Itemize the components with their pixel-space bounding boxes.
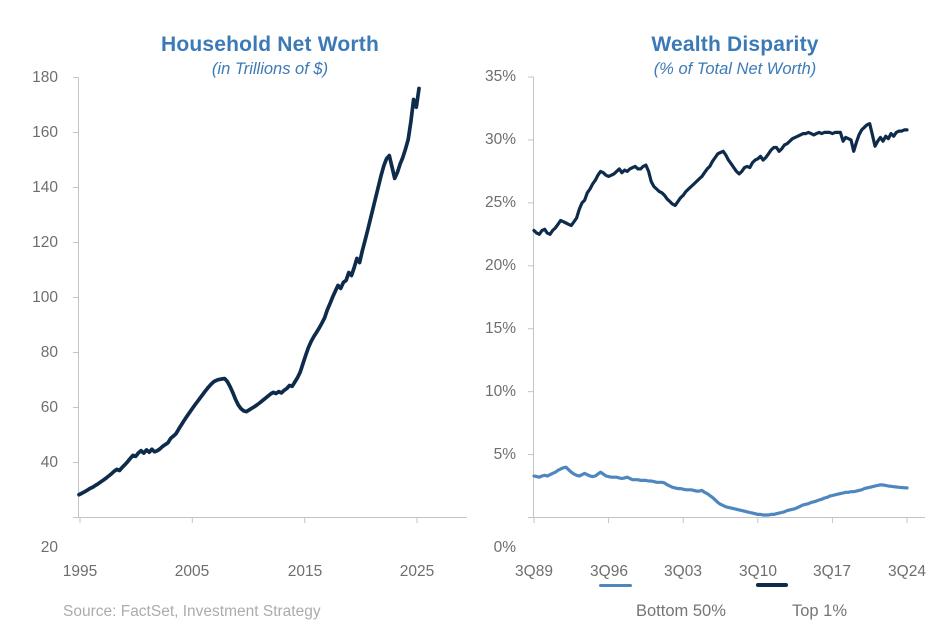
left-y-tick-label: 140 bbox=[32, 179, 58, 196]
bottom50-line bbox=[532, 465, 909, 517]
left-y-tick-label: 100 bbox=[32, 289, 58, 306]
right-x-tick-label: 3Q10 bbox=[739, 563, 777, 580]
bottom50-legend-swatch bbox=[599, 584, 632, 587]
right-y-tick-label: 0% bbox=[493, 539, 516, 556]
bottom50-legend-label: Bottom 50% bbox=[636, 602, 726, 620]
left-y-tick-label: 20 bbox=[40, 539, 58, 556]
left-y-tick-label: 160 bbox=[32, 124, 58, 141]
left-y-tick-label: 80 bbox=[40, 344, 58, 361]
right-x-tick-label: 3Q03 bbox=[664, 563, 702, 580]
right-y-tick-label: 30% bbox=[484, 131, 516, 148]
right-x-tick-label: 3Q17 bbox=[813, 563, 851, 580]
source-note: Source: FactSet, Investment Strategy bbox=[63, 603, 321, 620]
right-y-tick-label: 15% bbox=[484, 320, 516, 337]
left-y-tick-label: 60 bbox=[40, 399, 58, 416]
right-y-tick-label: 5% bbox=[493, 446, 516, 463]
left-x-tick-label: 2005 bbox=[174, 563, 210, 580]
top1-legend-swatch bbox=[756, 583, 788, 587]
top1-legend-label: Top 1% bbox=[792, 602, 848, 620]
right-y-tick-label: 20% bbox=[484, 257, 516, 274]
right-chart-subtitle: (% of Total Net Worth) bbox=[653, 60, 817, 78]
right-x-tick-label: 3Q89 bbox=[515, 563, 553, 580]
right-y-tick-label: 25% bbox=[484, 194, 516, 211]
left-x-tick-label: 2015 bbox=[287, 563, 323, 580]
left-chart-subtitle: (in Trillions of $) bbox=[211, 60, 329, 78]
left-y-tick-label: 40 bbox=[40, 454, 58, 471]
top1-line bbox=[532, 121, 909, 236]
left-x-tick-label: 1995 bbox=[62, 563, 98, 580]
right-chart-title: Wealth Disparity bbox=[651, 33, 819, 56]
left-x-tick-label: 2025 bbox=[399, 563, 435, 580]
right-x-tick-label: 3Q96 bbox=[590, 563, 628, 580]
left-chart-title: Household Net Worth bbox=[160, 33, 380, 56]
household-net-worth-line bbox=[77, 86, 421, 497]
right-y-tick-label: 10% bbox=[484, 383, 516, 400]
left-y-tick-label: 120 bbox=[32, 234, 58, 251]
right-x-tick-label: 3Q24 bbox=[888, 563, 926, 580]
right-y-tick-label: 35% bbox=[484, 68, 516, 85]
left-y-tick-label: 180 bbox=[32, 69, 58, 86]
